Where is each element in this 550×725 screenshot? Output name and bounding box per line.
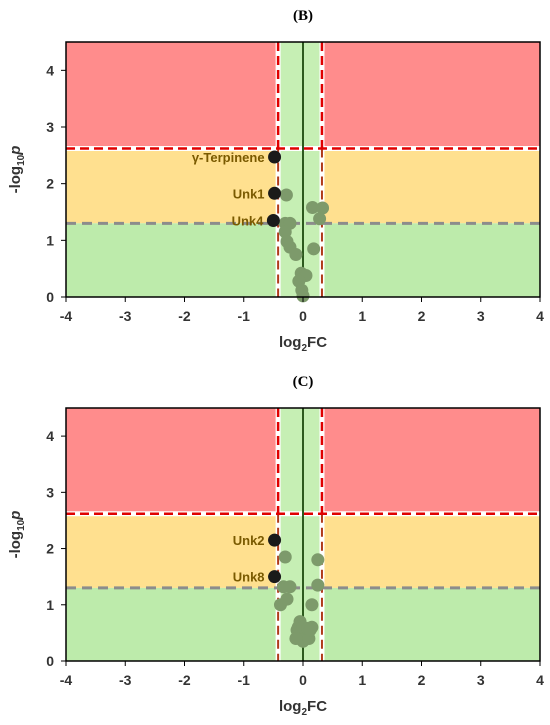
data-point [313, 212, 327, 226]
data-point [311, 553, 325, 567]
highlight-point [268, 186, 282, 200]
panel-b: (B) γ-Terpinene Unk1 Unk4 -4 -3 -2 -1 0 1 2 3 4 0 1 2 3 4… [7, 8, 544, 354]
x-tick-label: -2 [178, 672, 191, 688]
y-tick-label: 0 [46, 289, 54, 305]
data-point [305, 200, 319, 214]
y-axis-title: -log10p [7, 146, 27, 194]
y-tick-label: 4 [46, 428, 54, 444]
panel-label: (C) [293, 374, 314, 390]
y-tick-label: 3 [46, 484, 54, 500]
data-point [278, 550, 292, 564]
data-point [283, 580, 297, 594]
x-tick-label: 4 [536, 672, 544, 688]
panel-label: (B) [293, 8, 313, 24]
y-axis-title: -log10p [7, 511, 27, 559]
y-tick-label: 4 [46, 62, 54, 78]
x-tick-label: -4 [60, 308, 73, 324]
panel-c: (C) Unk2 Unk8 -4 -3 -2 -1 0 1 2 3 4 0 1 2 3 4 log2FC -log1… [7, 374, 544, 718]
x-tick-label: -1 [238, 308, 251, 324]
y-tick-label: 3 [46, 119, 54, 135]
x-tick-label: -3 [119, 672, 132, 688]
x-tick-label: 2 [418, 308, 426, 324]
point-label: Unk8 [233, 570, 265, 585]
data-point [289, 248, 303, 261]
highlight-point [268, 150, 282, 164]
y-tick-label: 2 [46, 541, 54, 557]
point-label: Unk2 [233, 533, 265, 548]
data-point [296, 289, 310, 303]
data-point [279, 188, 293, 202]
highlight-point [268, 570, 282, 584]
data-point [311, 578, 325, 592]
x-tick-label: -2 [178, 308, 191, 324]
x-tick-label: 0 [299, 308, 307, 324]
x-tick-label: 0 [299, 672, 307, 688]
data-point [307, 242, 321, 256]
x-tick-label: 1 [358, 308, 366, 324]
data-point [289, 632, 303, 646]
point-label: Unk4 [232, 214, 265, 229]
point-label: Unk1 [233, 186, 265, 201]
x-tick-label: -4 [60, 672, 73, 688]
data-point [280, 592, 294, 606]
x-tick-label: -1 [238, 672, 251, 688]
data-point [303, 623, 317, 637]
y-tick-label: 2 [46, 176, 54, 192]
x-tick-label: -3 [119, 308, 132, 324]
highlight-point [268, 533, 282, 547]
x-axis-title: log2FC [279, 698, 327, 718]
x-tick-label: 2 [418, 672, 426, 688]
point-label: γ-Terpinene [192, 150, 265, 165]
x-tick-label: 3 [477, 308, 485, 324]
data-point [278, 225, 292, 239]
y-tick-label: 1 [46, 232, 54, 248]
x-axis-title: log2FC [279, 334, 327, 354]
x-tick-label: 3 [477, 672, 485, 688]
x-tick-label: 4 [536, 308, 544, 324]
highlight-point [266, 214, 280, 227]
y-tick-label: 1 [46, 597, 54, 613]
data-point [305, 598, 319, 612]
data-point [316, 201, 330, 215]
x-tick-label: 1 [358, 672, 366, 688]
y-tick-label: 0 [46, 653, 54, 669]
